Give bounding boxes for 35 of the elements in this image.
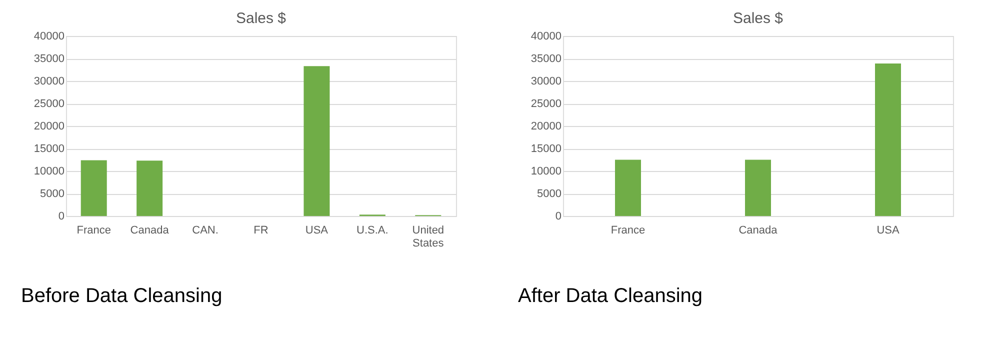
bar [304,66,330,216]
text: After Data Cleansing [518,285,703,307]
x-tick-label: U.S.A. [356,224,388,236]
chart-title: Sales $ [732,10,784,27]
x-tick-label: USA [876,224,900,236]
y-tick-label: 10000 [530,166,562,178]
bar [80,160,107,216]
y-tick-label: 5000 [40,188,64,200]
y-tick-label: 35000 [530,53,562,65]
x-tick-label: USA [305,224,329,236]
text: Before Data Cleansing [21,285,222,307]
y-tick-label: 0 [555,210,562,222]
x-tick-label: FR [254,224,268,236]
x-tick-label: United States [412,224,444,250]
x-tick-label: CAN. [192,224,218,236]
y-tick-label: 5000 [537,188,562,200]
y-tick-label: 15000 [530,143,562,155]
y-tick-label: 35000 [34,53,64,65]
bar [136,160,163,216]
x-tick-label: France [610,224,646,236]
y-tick-label: 10000 [34,166,64,178]
chart-title: Sales $ [236,10,287,27]
y-tick-label: 20000 [530,120,562,132]
x-tick-label: Canada [738,224,778,236]
y-tick-label: 25000 [34,98,64,110]
x-tick-label: Canada [130,224,170,236]
y-tick-label: 25000 [530,98,562,110]
y-tick-label: 15000 [34,143,64,155]
x-tick-label: France [76,224,111,236]
y-tick-label: 20000 [34,120,64,132]
y-tick-label: 40000 [34,30,64,42]
y-tick-label: 30000 [34,76,64,88]
y-tick-label: 0 [58,210,64,222]
y-tick-label: 40000 [530,30,562,42]
y-tick-label: 30000 [530,76,562,88]
